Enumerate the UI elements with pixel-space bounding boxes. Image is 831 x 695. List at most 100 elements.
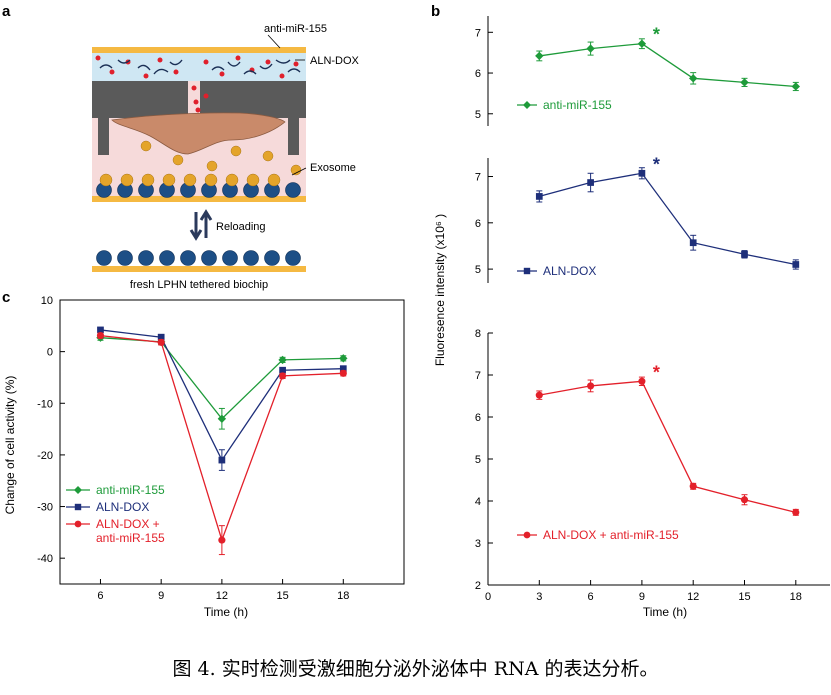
fresh-bead	[117, 250, 133, 266]
fresh-chip-bead-row	[96, 250, 301, 266]
y-tick-label: -30	[37, 502, 53, 514]
series-line	[539, 380, 796, 513]
aln-dox-molecule	[203, 59, 209, 65]
anti-mir-strand	[153, 68, 169, 75]
legend-label: anti-miR-155	[543, 98, 612, 112]
fresh-chip-gold-layer	[92, 266, 306, 272]
captured-exosome	[120, 173, 134, 187]
chip-gold-layer	[92, 196, 306, 202]
x-tick-label: 15	[276, 590, 288, 602]
data-point	[279, 372, 287, 380]
fresh-bead	[159, 250, 175, 266]
fresh-bead	[285, 250, 301, 266]
panel-b-x-axis-label: Time (h)	[643, 605, 687, 619]
device-block-right	[200, 81, 306, 118]
captured-exosome	[246, 173, 260, 187]
significance-asterisk: *	[653, 25, 660, 45]
y-tick-label: 7	[475, 370, 481, 382]
fresh-bead	[243, 250, 259, 266]
captured-exosome	[141, 173, 155, 187]
free-exosome	[290, 164, 302, 176]
legend-marker	[74, 486, 82, 494]
stimulated-cell	[111, 112, 286, 155]
series-line	[100, 329, 344, 462]
panel-c-chart: c Change of cell activity (%) Time (h) 1…	[2, 289, 405, 619]
fluidic-channel	[92, 53, 306, 81]
fresh-bead	[264, 250, 280, 266]
chip-label: fresh LPHN tethered biochip	[130, 279, 268, 291]
legend-marker	[74, 503, 82, 511]
x-tick-label: 18	[790, 591, 802, 603]
free-exosome	[172, 154, 184, 166]
y-tick-label: 6	[475, 68, 481, 80]
panel-c-plot-area: 100-10-20-30-406 9 12 15 18anti-miR-155ALN-D…	[37, 295, 405, 602]
anti-mir-strand	[287, 68, 301, 73]
data-point	[96, 332, 105, 340]
aln-dox-molecule	[173, 69, 179, 75]
data-point	[535, 391, 543, 399]
anti-mir-strand	[117, 59, 131, 64]
top-gold-layer	[92, 47, 306, 53]
data-point	[157, 333, 165, 341]
y-tick-label: -10	[37, 398, 53, 410]
panel-c-y-axis-label: Change of cell activity (%)	[3, 376, 17, 515]
x-tick-label: 3	[536, 591, 542, 603]
panel-b-subplot-anti-mir: 5 6 7 * anti-miR-155	[475, 16, 800, 126]
y-tick-label: 0	[47, 347, 53, 359]
aln-dox-molecule	[95, 55, 101, 61]
device-block-left	[92, 81, 188, 118]
free-exosomes	[140, 140, 302, 176]
fresh-bead	[138, 250, 154, 266]
tethered-bead	[285, 182, 301, 198]
anti-mir-strand	[99, 64, 113, 69]
legend-label: anti-miR-155	[96, 483, 165, 497]
channel-contents	[95, 55, 301, 113]
free-exosome	[262, 150, 274, 162]
x-tick-label: 18	[337, 590, 349, 602]
aln-dox-molecule	[157, 57, 163, 63]
series-line	[539, 172, 796, 266]
aln-dox-molecule	[219, 71, 225, 77]
chip-bead-row	[96, 182, 301, 198]
panel-a-schematic: a anti-miR-155 ALN-DOX Exosome Reloading	[2, 3, 360, 291]
panel-b-letter: b	[431, 3, 440, 20]
anti-mir-strand	[169, 59, 183, 66]
data-point	[535, 51, 544, 61]
y-tick-label: 5	[475, 454, 481, 466]
legend-marker	[523, 101, 531, 109]
data-point	[278, 355, 287, 365]
panel-c-letter: c	[2, 289, 10, 306]
panel-b-y-axis-label: Fluoresence intensity (x10⁶ )	[433, 214, 447, 366]
y-tick-label: 3	[475, 538, 481, 550]
x-tick-label: 6	[588, 591, 594, 603]
data-point	[339, 369, 347, 377]
anti-mir-strand	[227, 61, 241, 67]
free-exosome	[230, 145, 242, 157]
data-point	[740, 496, 749, 504]
free-exosome	[140, 140, 152, 152]
aln-dox-molecule	[203, 93, 209, 99]
anti-mir-strand	[275, 59, 291, 64]
data-point	[218, 536, 226, 544]
significance-asterisk: *	[653, 362, 660, 382]
data-point	[689, 482, 697, 490]
captured-exosome	[267, 173, 281, 187]
data-point	[587, 179, 594, 186]
aln-dox-label: ALN-DOX	[310, 55, 360, 67]
data-point	[218, 456, 226, 464]
panel-b-chart: b Fluoresence intensity (x10⁶ ) Time (h)…	[431, 3, 830, 619]
captured-exosome	[183, 173, 197, 187]
figure-caption: 图 4. 实时检测受激细胞分泌外泌体中 RNA 的表达分析。	[172, 658, 659, 680]
anti-mir-strand	[137, 64, 151, 71]
arrow-down-icon	[189, 212, 203, 241]
y-tick-label: 7	[475, 27, 481, 39]
panel-a-letter: a	[2, 3, 11, 20]
data-point	[587, 382, 595, 390]
data-point	[217, 414, 227, 423]
series-line	[100, 337, 344, 420]
legend-label: ALN-DOX +	[96, 517, 160, 531]
data-point	[638, 169, 646, 177]
anti-mir-label: anti-miR-155	[264, 23, 327, 35]
legend-label: ALN-DOX + anti-miR-155	[543, 528, 679, 542]
